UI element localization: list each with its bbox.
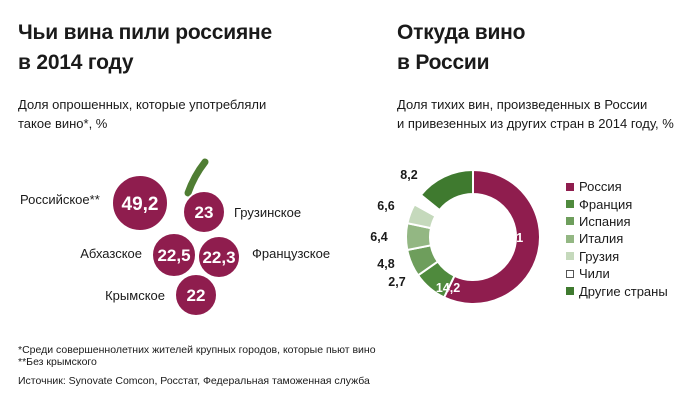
- donut-value-label: 14,2: [436, 281, 460, 295]
- legend-swatch: [566, 217, 574, 226]
- legend-label: Франция: [579, 196, 633, 212]
- bubble-category-label: Французское: [252, 246, 330, 261]
- legend-label: Россия: [579, 179, 622, 195]
- bubble-value-label: 22,3: [202, 248, 235, 267]
- bubble-category-label: Абхазское: [80, 246, 142, 261]
- legend-item: Чили: [566, 265, 668, 282]
- donut-value-label: 8,2: [400, 168, 417, 182]
- footnote-2: **Без крымского: [18, 356, 97, 368]
- legend-item: Италия: [566, 230, 668, 247]
- legend-label: Другие страны: [579, 283, 668, 299]
- donut-value-label: 57,1: [499, 231, 523, 245]
- legend-item: Грузия: [566, 248, 668, 265]
- bubble-category-label: Грузинское: [234, 205, 301, 220]
- donut-slice: [442, 168, 541, 305]
- legend-swatch: [566, 269, 574, 278]
- legend-swatch: [566, 182, 574, 191]
- donut-slice: [419, 168, 474, 212]
- donut-value-label: 2,7: [388, 275, 405, 289]
- legend-item: Испания: [566, 213, 668, 230]
- donut-value-label: 6,4: [370, 230, 387, 244]
- grape-bubble: [197, 235, 241, 279]
- grape-bubble-chart: 49,2 Российское** 23 Грузинское 22,5 Абхазско…: [20, 158, 330, 317]
- donut-value-label: 4,8: [377, 257, 394, 271]
- legend-label: Чили: [579, 266, 610, 282]
- donut-legend: Россия Франция Испания Италия Грузия Чили Друг…: [566, 178, 668, 300]
- legend-swatch: [566, 200, 574, 209]
- left-subtitle: Доля опрошенных, которые употребляли так…: [18, 97, 267, 131]
- legend-swatch: [566, 234, 574, 243]
- legend-swatch: [566, 287, 574, 296]
- grape-stem: [184, 158, 209, 197]
- source-note: Источник: Synovate Comcon, Росстат, Феде…: [18, 375, 370, 387]
- legend-label: Италия: [579, 231, 624, 247]
- bubble-value-label: 22,5: [157, 246, 190, 265]
- bubble-category-label: Крымское: [105, 288, 165, 303]
- legend-swatch: [566, 252, 574, 261]
- left-title: Чьи вина пили россияне в 2014 году: [18, 21, 272, 74]
- legend-label: Испания: [579, 213, 631, 229]
- donut-value-label: 6,6: [377, 199, 394, 213]
- bubble-value-label: 23: [195, 203, 214, 222]
- legend-item: Другие страны: [566, 282, 668, 299]
- legend-label: Грузия: [579, 248, 620, 264]
- grape-bubble: [111, 174, 169, 232]
- donut-chart: 57,1 8,2 6,6 6,4 4,8 2,7 14,2: [370, 168, 541, 305]
- right-title: Откуда вино в России: [397, 21, 526, 74]
- legend-item: Франция: [566, 195, 668, 212]
- grape-bubble: [174, 273, 218, 317]
- grape-bubble: [151, 232, 197, 278]
- bubble-category-label: Российское**: [20, 192, 100, 207]
- legend-item: Россия: [566, 178, 668, 195]
- bubble-value-label: 22: [187, 286, 206, 305]
- grape-bubble: [182, 190, 226, 234]
- bubble-value-label: 49,2: [122, 194, 159, 215]
- footnote-1: *Среди совершеннолетних жителей крупных …: [18, 344, 376, 356]
- right-subtitle: Доля тихих вин, произведенных в России и…: [397, 97, 674, 131]
